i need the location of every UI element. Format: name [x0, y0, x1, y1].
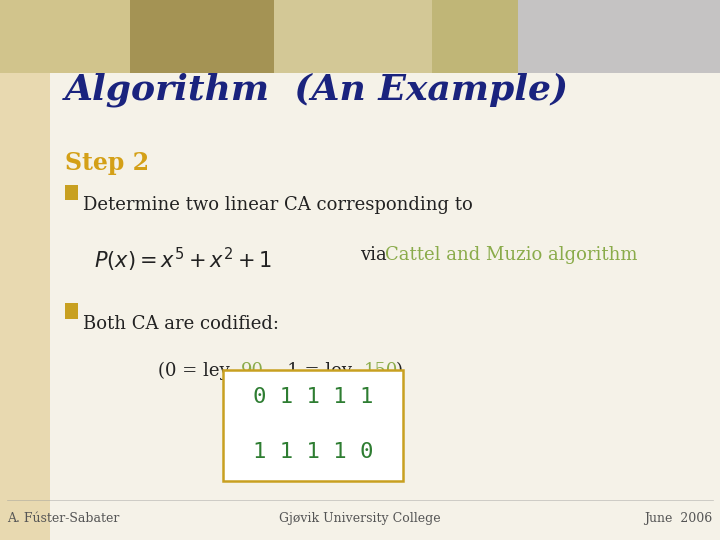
Text: 0 1 1 1 1: 0 1 1 1 1: [253, 387, 374, 407]
Bar: [0, 0, 50, 540]
FancyBboxPatch shape: [223, 370, 403, 481]
Bar: [432, 0, 518, 73]
Text: A. Fúster-Sabater: A. Fúster-Sabater: [7, 512, 120, 525]
Bar: [274, 0, 432, 73]
Bar: [130, 0, 274, 73]
Text: Cattel and Muzio algorithm: Cattel and Muzio algorithm: [385, 246, 638, 264]
Text: 1 1 1 1 0: 1 1 1 1 0: [253, 442, 374, 462]
Text: via: via: [360, 246, 392, 264]
Bar: [0, 0, 130, 73]
Text: Gjøvik University College: Gjøvik University College: [279, 512, 441, 525]
Bar: [65, 185, 78, 200]
Bar: [65, 303, 78, 319]
Bar: [518, 0, 720, 73]
Bar: [0, 0, 720, 73]
Text: Step 2: Step 2: [65, 151, 149, 175]
Text: Both CA are codified:: Both CA are codified:: [83, 315, 279, 333]
Text: ): ): [396, 362, 403, 380]
Text: (0 = ley: (0 = ley: [158, 362, 235, 380]
Text: Determine two linear CA corresponding to: Determine two linear CA corresponding to: [83, 196, 472, 214]
Text: ,  1 = ley: , 1 = ley: [270, 362, 358, 380]
Text: June  2006: June 2006: [644, 512, 713, 525]
Text: 90: 90: [241, 362, 264, 380]
Text: $P(x) = x^5 + x^2 + 1$: $P(x) = x^5 + x^2 + 1$: [94, 246, 271, 274]
Text: Algorithm  (An Example): Algorithm (An Example): [65, 73, 569, 107]
Text: 150: 150: [364, 362, 398, 380]
